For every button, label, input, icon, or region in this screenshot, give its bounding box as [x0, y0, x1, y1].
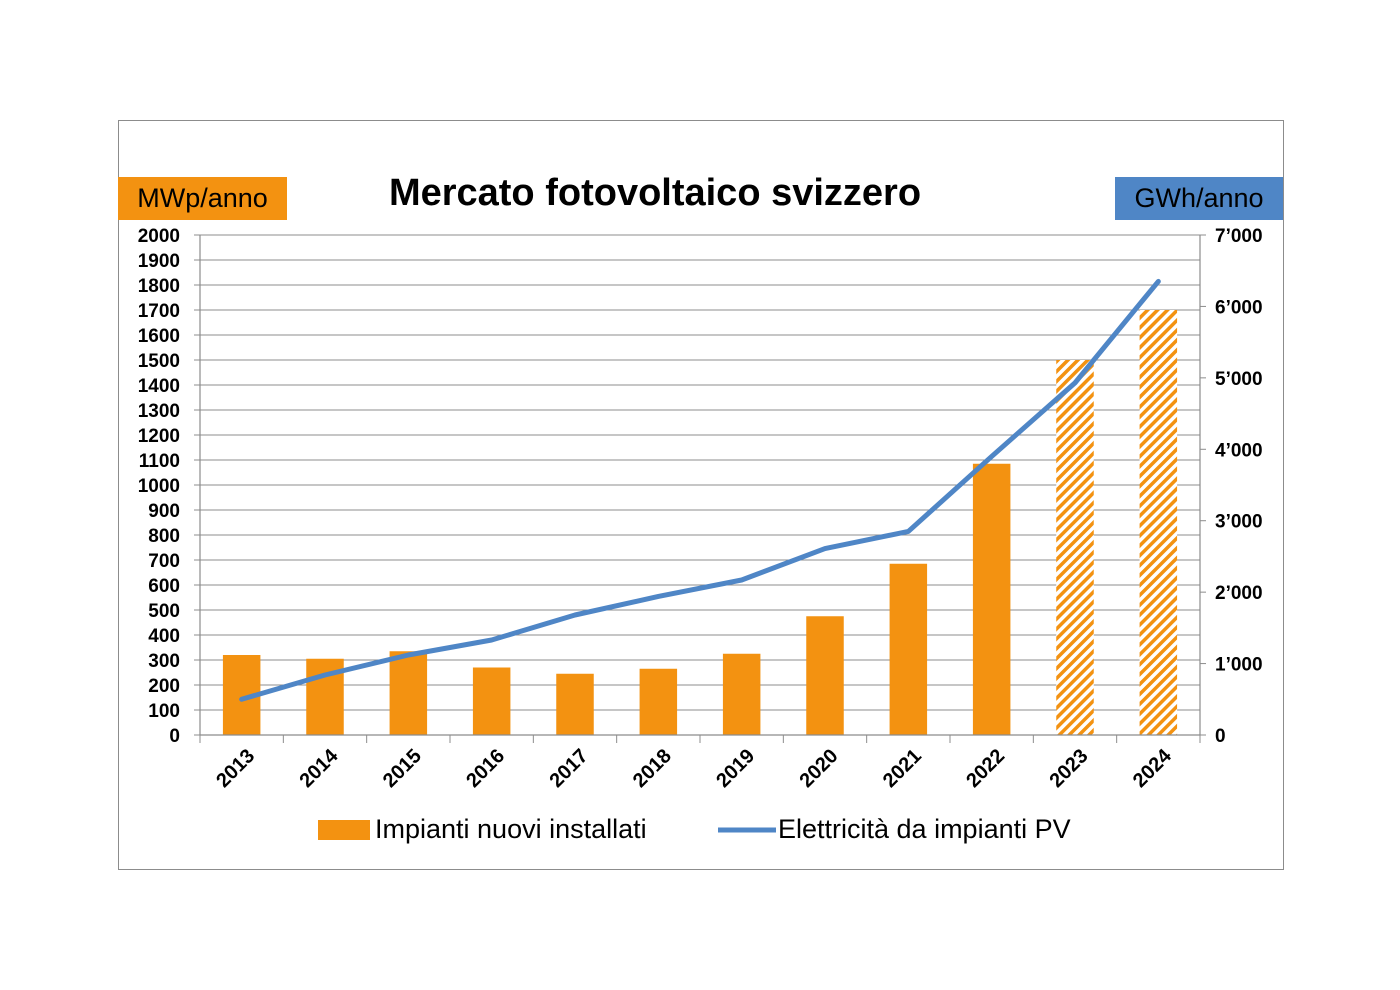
series-line-electricity [239, 278, 1161, 702]
left-tick-label: 1100 [139, 451, 180, 472]
left-tick-label: 1800 [138, 276, 180, 297]
right-tick-label: 7’000 [1215, 226, 1263, 247]
legend-bar-swatch [318, 820, 370, 840]
bar-2020 [806, 616, 844, 735]
x-tick-label: 2022 [962, 745, 1009, 792]
x-tick-label: 2021 [879, 745, 926, 792]
bar-2019 [722, 653, 761, 735]
legend-bar-label: Impianti nuovi installati [375, 814, 647, 844]
chart-title: Mercato fotovoltaico svizzero [388, 172, 922, 214]
right-tick-label: 2’000 [1215, 583, 1263, 604]
left-tick-label: 500 [148, 601, 180, 622]
left-tick-label: 1000 [138, 476, 180, 497]
bar-2023 [1056, 360, 1094, 735]
left-tick-label: 1400 [138, 376, 180, 397]
left-tick-label: 1300 [138, 401, 180, 422]
left-tick-label: 100 [148, 701, 180, 722]
bar-2017 [556, 673, 594, 735]
left-tick-label: 2000 [138, 226, 180, 247]
x-tick-label: 2020 [796, 745, 843, 792]
right-tick-label: 4’000 [1215, 440, 1263, 461]
left-tick-label: 0 [169, 726, 180, 747]
x-tick-label: 2017 [546, 745, 593, 792]
right-tick-label: 1’000 [1215, 655, 1263, 676]
bar-2024 [1139, 310, 1178, 735]
x-tick-label: 2023 [1046, 745, 1093, 792]
legend-line-label: Elettricità da impianti PV [778, 814, 1071, 844]
bar-2015 [389, 651, 428, 735]
left-tick-label: 1600 [138, 326, 180, 347]
right-tick-label: 3’000 [1215, 512, 1263, 533]
left-tick-label: 1200 [138, 426, 180, 447]
x-tick-label: 2013 [212, 745, 259, 792]
right-axis-unit-badge: GWh/anno [1115, 177, 1283, 220]
left-tick-label: 1900 [138, 251, 180, 272]
x-tick-label: 2014 [296, 744, 344, 792]
left-tick-label: 900 [148, 501, 180, 522]
bar-2018 [639, 668, 678, 735]
left-tick-label: 600 [148, 576, 180, 597]
left-tick-label: 200 [148, 676, 180, 697]
x-tick-label: 2015 [379, 745, 426, 792]
right-tick-label: 0 [1215, 726, 1226, 747]
left-tick-label: 1500 [138, 351, 180, 372]
left-tick-label: 800 [148, 526, 180, 547]
right-tick-label: 5’000 [1215, 369, 1263, 390]
bar-2016 [472, 667, 511, 735]
right-tick-label: 6’000 [1215, 297, 1263, 318]
x-tick-label: 2024 [1129, 744, 1177, 792]
bar-2022 [972, 463, 1011, 735]
x-tick-label: 2019 [712, 745, 759, 792]
x-tick-label: 2016 [462, 745, 509, 792]
x-tick-label: 2018 [629, 745, 676, 792]
left-tick-label: 1700 [138, 301, 180, 322]
left-tick-label: 700 [148, 551, 180, 572]
left-axis-unit-badge: MWp/anno [118, 177, 287, 220]
bar-2021 [889, 563, 928, 735]
left-tick-label: 300 [148, 651, 180, 672]
left-tick-label: 400 [148, 626, 180, 647]
